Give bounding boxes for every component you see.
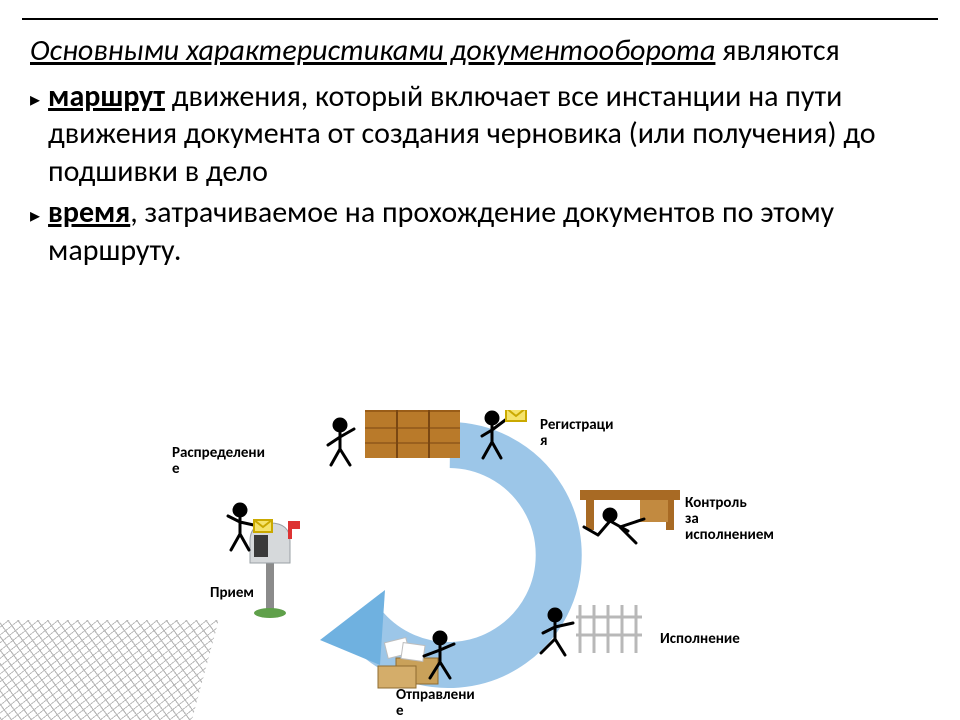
- label-registratsia: Регистрация: [540, 418, 640, 450]
- bullet-2-rest: , затрачиваемое на прохождение документо…: [48, 194, 834, 269]
- bullet-1-rest: движения, который включает все инстанции…: [48, 78, 876, 190]
- title-plain: являются: [715, 32, 839, 69]
- bullet-1: ▸ маршрут движения, который включает все…: [30, 78, 930, 191]
- bullet-2-key: время: [48, 194, 130, 231]
- cabinet-icon: [365, 410, 460, 458]
- title-underlined: Основными характеристиками документообор…: [30, 32, 715, 69]
- bullet-marker-icon: ▸: [30, 88, 40, 113]
- label-raspredelenie: Распределение: [172, 446, 292, 478]
- slide: Основными характеристиками документообор…: [0, 0, 960, 720]
- text-block: Основными характеристиками документообор…: [30, 32, 930, 269]
- label-priem: Прием: [210, 586, 290, 602]
- bullet-2-body: время, затрачиваемое на прохождение доку…: [48, 194, 930, 269]
- title-line: Основными характеристиками документообор…: [30, 32, 930, 70]
- figure-sort: [328, 419, 354, 465]
- mailbox-icon: [250, 521, 300, 618]
- label-ispolnenie: Исполнение: [660, 632, 790, 648]
- corner-decoration: [0, 620, 219, 720]
- bullet-list: ▸ маршрут движения, который включает все…: [30, 78, 930, 270]
- bullet-1-body: маршрут движения, который включает все и…: [48, 78, 930, 191]
- signpost-icon: [576, 605, 642, 653]
- label-otpravlenie: Отправление: [396, 688, 516, 720]
- bullet-marker-icon: ▸: [30, 204, 40, 229]
- label-kontrol: Контрользаисполнением: [685, 496, 815, 543]
- bullet-1-key: маршрут: [48, 78, 165, 115]
- cycle-diagram: Распределение Регистрация Контрользаиспо…: [140, 410, 840, 720]
- top-rule: [22, 18, 938, 20]
- bullet-2: ▸ время, затрачиваемое на прохождение до…: [30, 194, 930, 269]
